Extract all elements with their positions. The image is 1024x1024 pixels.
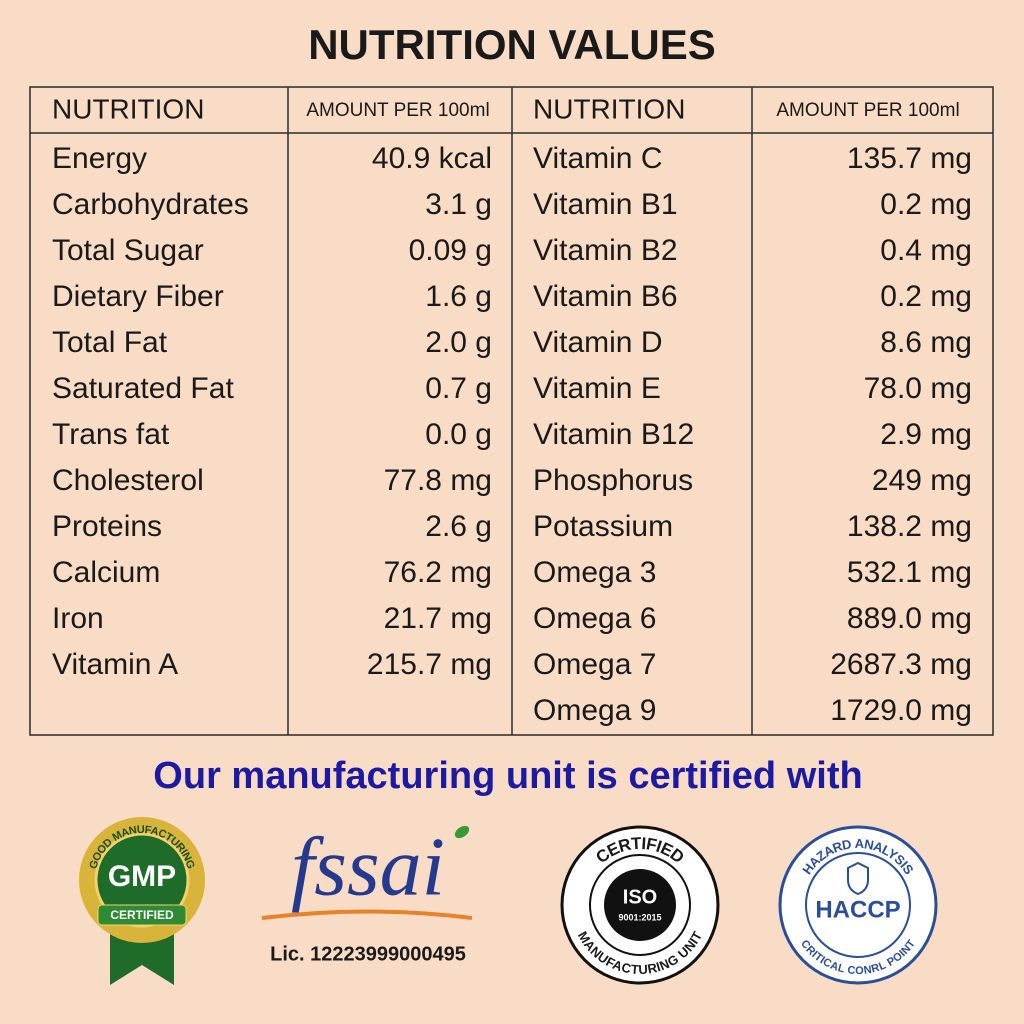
swoosh: [261, 909, 473, 920]
nutrient-name: Vitamin E: [533, 372, 661, 405]
gmp-banner-text: CERTIFIED: [110, 908, 174, 922]
nutrient-name: Vitamin B12: [533, 418, 694, 451]
nutrient-name: Vitamin C: [533, 142, 663, 175]
nutrient-name: Omega 3: [533, 556, 656, 589]
nutrient-amount: 2.0 g: [425, 326, 492, 359]
nutrient-name: Omega 6: [533, 602, 656, 635]
nutrient-name: Total Fat: [52, 326, 168, 359]
badge-core: [94, 832, 190, 928]
nutrient-amount: 76.2 mg: [384, 556, 492, 589]
nutrient-name: Vitamin D: [533, 326, 663, 359]
shield-icon: [847, 861, 869, 896]
nutrient-amount: 532.1 mg: [847, 556, 972, 589]
nutrient-amount: 78.0 mg: [864, 372, 972, 405]
nutrient-amount: 249 mg: [872, 464, 972, 497]
nutrient-amount: 2.6 g: [425, 510, 492, 543]
nutrient-amount: 8.6 mg: [880, 326, 972, 359]
nutrient-amount: 77.8 mg: [384, 464, 492, 497]
header-cell: NUTRITION: [52, 93, 204, 124]
nutrient-name: Omega 9: [533, 694, 656, 727]
license-number: Lic. 12223999000495: [270, 943, 466, 965]
gmp-label: GMP: [108, 860, 176, 893]
nutrient-name: Vitamin A: [52, 648, 178, 681]
iso-badge: CERTIFIED MANUFACTURING UNIT ISO 9001:20…: [560, 825, 720, 985]
nutrient-amount: 3.1 g: [425, 188, 492, 221]
iso-label: ISO: [623, 886, 657, 908]
nutrient-amount: 0.2 mg: [880, 280, 972, 313]
table: NUTRITION AMOUNT PER 100ml NUTRITION AMO…: [29, 86, 994, 736]
nutrient-amount: 1729.0 mg: [830, 694, 972, 727]
certification-heading: Our manufacturing unit is certified with: [153, 755, 862, 797]
nutrient-amount: 0.2 mg: [880, 188, 972, 221]
table-body: Energy 40.9 kcal Carbohydrates 3.1 g Total S…: [52, 142, 972, 727]
leaf: [454, 825, 470, 839]
nutrient-amount: 889.0 mg: [847, 602, 972, 635]
title: NUTRITION VALUES: [308, 21, 716, 68]
nutrient-name: Iron: [52, 602, 104, 635]
nutrient-name: Dietary Fiber: [52, 280, 224, 313]
nutrient-name: Cholesterol: [52, 464, 204, 497]
nutrient-name: Phosphorus: [533, 464, 693, 497]
gmp-banner: [97, 904, 187, 926]
nutrient-name: Total Sugar: [52, 234, 204, 267]
header-cell: AMOUNT PER 100ml: [306, 100, 489, 121]
nutrient-name: Calcium: [52, 556, 160, 589]
nutrient-amount: 0.0 g: [425, 418, 492, 451]
nutrient-name: Vitamin B2: [533, 234, 678, 267]
nutrient-name: Proteins: [52, 510, 162, 543]
gmp-badge: GOOD MANUFACTURING GMP CERTIFIED: [79, 817, 205, 985]
haccp-label: HACCP: [815, 896, 900, 923]
fssai-wordmark: fssai: [291, 820, 445, 913]
nutrient-name: Vitamin B1: [533, 188, 678, 221]
nutrient-name: Vitamin B6: [533, 280, 678, 313]
haccp-badge: HAZARD ANALYSIS CRITICAL CONRL POINT HAC…: [778, 825, 938, 985]
nutrient-name: Energy: [52, 142, 147, 175]
nutrient-name: Potassium: [533, 510, 673, 543]
badge-ring: [589, 854, 691, 956]
nutrient-amount: 2.9 mg: [880, 418, 972, 451]
nutrient-amount: 0.4 mg: [880, 234, 972, 267]
badge-ring: [805, 852, 911, 958]
nutrient-amount: 138.2 mg: [847, 510, 972, 543]
nutrient-amount: 40.9 kcal: [372, 142, 492, 175]
ribbon: [110, 930, 174, 985]
header-cell: AMOUNT PER 100ml: [776, 100, 959, 121]
nutrient-amount: 21.7 mg: [384, 602, 492, 635]
nutrient-amount: 135.7 mg: [847, 142, 972, 175]
header-cell: NUTRITION: [533, 93, 685, 124]
fssai-logo: fssai Lic. 12223999000495: [261, 820, 473, 965]
nutrient-name: Carbohydrates: [52, 188, 249, 221]
badge-outer: [778, 825, 938, 985]
nutrient-name: Saturated Fat: [52, 372, 234, 405]
nutrient-name: Omega 7: [533, 648, 656, 681]
nutrient-amount: 215.7 mg: [367, 648, 492, 681]
nutrient-name: Trans fat: [52, 418, 170, 451]
badge-core: [604, 869, 676, 941]
iso-standard: 9001:2015: [618, 912, 661, 922]
nutrient-amount: 1.6 g: [425, 280, 492, 313]
nutrient-amount: 0.09 g: [409, 234, 492, 267]
nutrient-amount: 0.7 g: [425, 372, 492, 405]
nutrient-amount: 2687.3 mg: [830, 648, 972, 681]
